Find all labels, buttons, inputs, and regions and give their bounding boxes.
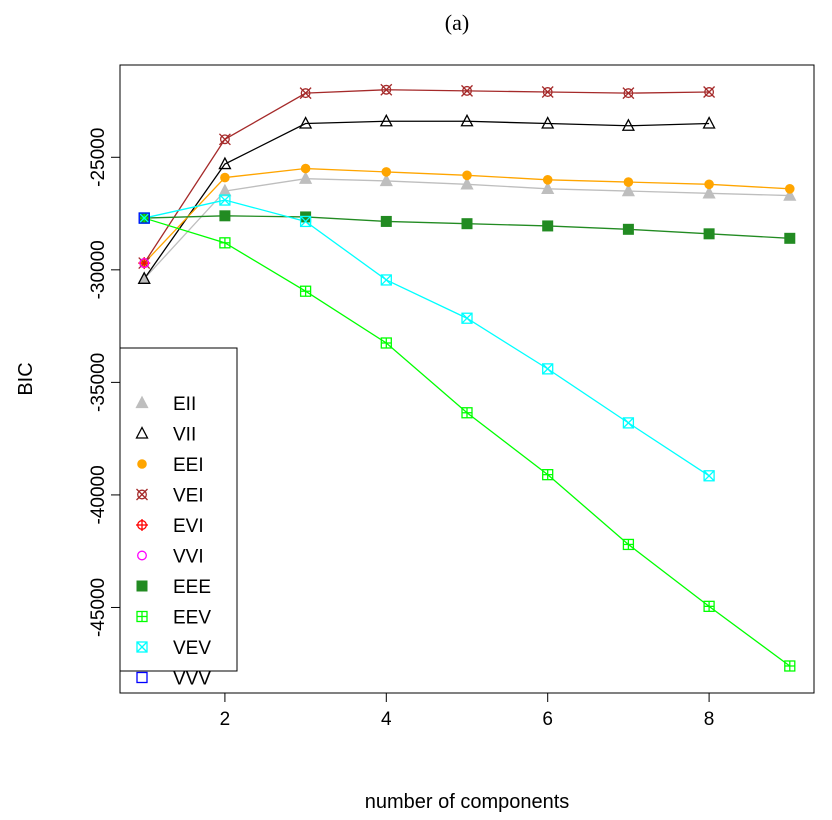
- data-point-vei: [218, 133, 231, 146]
- y-tick-label: -40000: [88, 465, 109, 524]
- y-tick-label: -35000: [88, 353, 109, 412]
- legend-label-vii: VII: [173, 425, 196, 446]
- data-point-eee: [703, 228, 715, 240]
- data-point-vev: [703, 470, 715, 482]
- data-point-eei: [623, 177, 634, 187]
- data-point-vii: [379, 113, 393, 127]
- data-point-vei: [703, 86, 716, 98]
- data-point-vev: [380, 274, 392, 286]
- x-tick-label: 6: [542, 709, 553, 730]
- y-tick-label: -45000: [88, 578, 109, 637]
- data-point-eei: [462, 170, 472, 181]
- x-axis-label: number of components: [365, 791, 570, 813]
- legend-label-eee: EEE: [173, 577, 211, 598]
- axes-layer: 2 4 6 8 -25000 -30000 -35000 -40000 -45000: [88, 128, 714, 730]
- data-point-eii: [783, 188, 797, 201]
- data-point-vii: [299, 116, 313, 129]
- data-point-eii: [702, 185, 716, 199]
- chart-title: (a): [445, 10, 469, 35]
- data-point-vei: [622, 87, 635, 100]
- data-point-vii: [541, 116, 555, 129]
- data-point-vvv: [138, 212, 150, 224]
- data-point-vev: [461, 312, 473, 324]
- data-point-eei: [784, 183, 795, 194]
- data-point-vvi: [139, 258, 150, 269]
- x-tick-label: 2: [220, 709, 231, 730]
- legend-label-eei: EEI: [173, 455, 204, 476]
- data-point-eev: [461, 407, 473, 419]
- data-point-eev: [703, 600, 715, 612]
- y-axis-label: BIC: [15, 362, 37, 395]
- data-point-eee: [784, 232, 796, 244]
- legend-marker-eii: [135, 395, 149, 409]
- legend-label-vei: VEI: [173, 486, 204, 507]
- legend-marker-eev: [136, 610, 148, 623]
- data-point-vii: [621, 118, 635, 131]
- data-point-eev: [380, 337, 392, 349]
- legend-marker-vvi: [137, 550, 147, 561]
- data-point-vei: [541, 86, 554, 98]
- data-point-eei: [704, 179, 714, 190]
- y-tick-label: -30000: [88, 240, 109, 299]
- data-point-vev: [622, 417, 635, 429]
- x-tick-label: 8: [704, 709, 715, 730]
- data-point-vii: [702, 116, 716, 129]
- legend-label-vev: VEV: [173, 638, 211, 659]
- data-point-vei: [461, 84, 473, 97]
- data-point-eev: [542, 469, 554, 481]
- data-point-eei: [300, 163, 311, 174]
- data-point-eei: [220, 172, 230, 183]
- data-point-eev: [219, 237, 231, 249]
- legend-marker-eei: [137, 459, 147, 469]
- legend-label-vvi: VVI: [173, 547, 204, 568]
- legend-label-eev: EEV: [173, 608, 211, 629]
- data-point-eii: [460, 176, 474, 190]
- legend-marker-vii: [135, 426, 149, 439]
- data-point-eev: [622, 538, 635, 551]
- data-point-vei: [299, 87, 312, 100]
- legend-marker-eee: [136, 580, 148, 592]
- data-point-eii: [299, 171, 313, 184]
- data-point-eee: [380, 215, 392, 227]
- data-point-vev: [219, 194, 231, 206]
- data-point-eii: [379, 173, 393, 187]
- x-tick-label: 4: [381, 709, 392, 730]
- y-tick-label: -25000: [88, 128, 109, 187]
- data-point-eii: [621, 183, 635, 197]
- data-point-vei: [380, 83, 393, 96]
- series-line-vii: [143, 120, 710, 280]
- data-point-eee: [622, 223, 634, 235]
- legend-marker-evi: [136, 519, 148, 531]
- data-point-eee: [219, 210, 231, 222]
- legend-marker-vvv: [136, 671, 148, 684]
- legend-marker-vei: [136, 488, 148, 501]
- series-line-vei: [143, 89, 710, 264]
- data-point-vii: [137, 271, 151, 284]
- data-point-eev: [299, 285, 312, 297]
- data-point-vii: [218, 156, 232, 170]
- data-point-vev: [299, 215, 312, 228]
- data-point-vii: [460, 113, 474, 127]
- data-point-eee: [461, 218, 473, 230]
- legend-marker-vev: [136, 641, 148, 653]
- data-point-eii: [541, 181, 555, 194]
- data-point-eee: [542, 220, 554, 232]
- data-point-vev: [542, 363, 554, 375]
- legend-label-evi: EVI: [173, 516, 204, 537]
- legend-label-eii: EII: [173, 394, 196, 415]
- data-point-eei: [542, 174, 553, 185]
- legend-label-vvv: VVV: [173, 669, 211, 690]
- series-line-vev: [144, 199, 710, 477]
- series-line-eev: [144, 217, 791, 667]
- data-point-eev: [784, 660, 796, 672]
- data-point-eei: [381, 167, 392, 177]
- legend: EII VII EEI VEI EVI VVI EEE EEV VEV VVV: [119, 347, 238, 690]
- series-layer: [137, 83, 797, 672]
